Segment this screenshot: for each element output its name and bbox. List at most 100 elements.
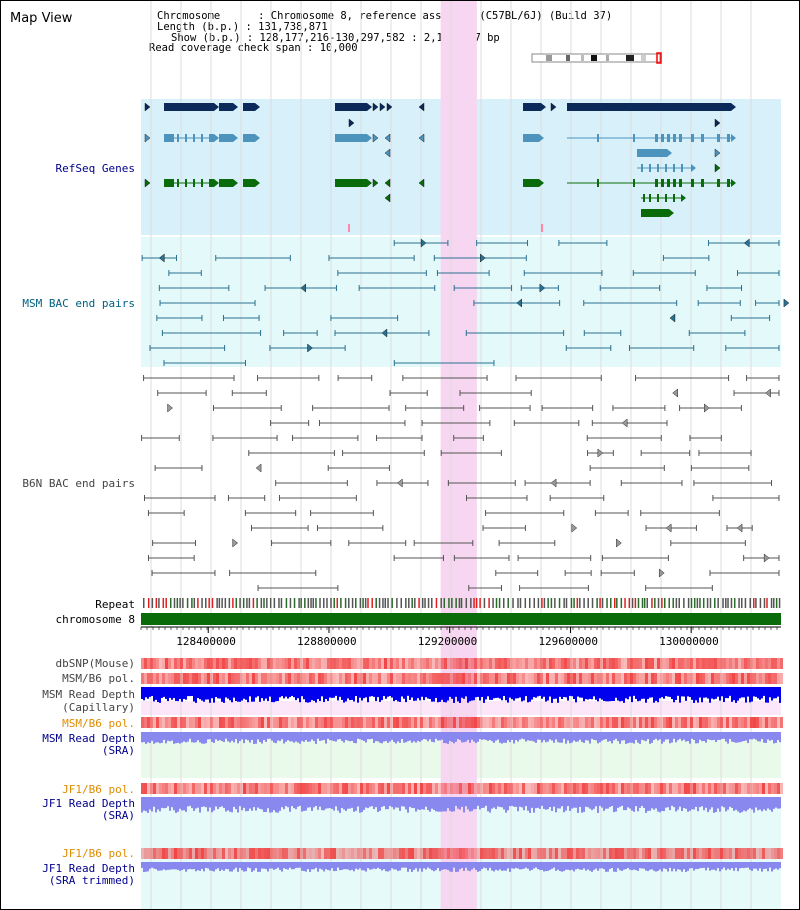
dbsnp-strip <box>477 658 480 669</box>
msm-b6-pol-strip-2 <box>387 717 390 728</box>
marker-b <box>541 224 543 232</box>
jf1-b6-pol-strip <box>336 783 339 794</box>
msm-depth-sra-bar <box>505 732 507 743</box>
jf1-b6-pol-strip <box>396 783 399 794</box>
msm-depth-capillary-bar <box>551 687 553 703</box>
msm-depth-capillary-bar <box>325 687 327 700</box>
jf1-b6-pol-strip <box>411 783 414 794</box>
gene-row1-c-exon <box>243 103 255 111</box>
msm-b6-pol-strip <box>705 673 708 684</box>
gene-marker <box>550 478 557 488</box>
jf1-depth-sra-bar <box>587 797 589 808</box>
msm-depth-sra-bar <box>729 732 731 739</box>
jf1-b6-pol-strip <box>690 783 693 794</box>
msm-b6-pol-strip-2 <box>234 717 237 728</box>
jf1-b6-pol-strip-2 <box>213 848 216 859</box>
msm-b6-pol-strip <box>768 673 771 684</box>
jf1-depth-trimmed-bar <box>463 862 465 871</box>
jf1-depth-sra-bar <box>731 797 733 808</box>
msm-b6-pol-strip <box>582 673 585 684</box>
repeat-element <box>537 598 540 608</box>
jf1-depth-sra-bar <box>329 797 331 809</box>
msm-depth-sra-bar <box>463 732 465 743</box>
msm-b6-pol-strip-2 <box>507 717 510 728</box>
msm-depth-capillary-bar <box>273 687 275 703</box>
msm-depth-sra-bar <box>341 732 343 741</box>
jf1-depth-sra-bar <box>715 797 717 812</box>
msm-b6-pol-strip <box>333 673 336 684</box>
jf1-depth-sra-bar <box>681 797 683 812</box>
msm-b6-pol-strip-2 <box>468 717 471 728</box>
msm-depth-capillary-bar <box>601 687 603 700</box>
msm-depth-capillary-bar <box>647 687 649 700</box>
dbsnp-strip <box>696 658 699 669</box>
jf1-b6-pol-strip <box>612 783 615 794</box>
msm-depth-capillary-bar <box>217 687 219 699</box>
msm-depth-capillary-bar <box>409 687 411 700</box>
repeat-element <box>702 598 705 608</box>
msm-depth-capillary-bar <box>595 687 597 700</box>
jf1-depth-trimmed-bar <box>277 862 279 868</box>
repeat-element <box>400 598 403 608</box>
dbsnp-strip <box>213 658 216 669</box>
msm-depth-capillary-bar <box>653 687 655 703</box>
msm-depth-sra-bar <box>273 732 275 743</box>
gene-row5-c-exon <box>243 179 255 187</box>
jf1-b6-pol-strip-2 <box>231 848 234 859</box>
msm-b6-pol-strip-2 <box>303 717 306 728</box>
repeat-element <box>359 598 362 608</box>
msm-depth-sra-bar <box>553 732 555 743</box>
dbsnp-strip <box>294 658 297 669</box>
jf1-depth-trimmed-bar <box>575 862 577 870</box>
jf1-depth-sra-bar <box>713 797 715 813</box>
repeat-element <box>408 598 410 608</box>
msm-depth-capillary-bar <box>259 687 261 702</box>
jf1-b6-pol-strip-2 <box>561 848 564 859</box>
msm-depth-sra-bar <box>533 732 535 742</box>
jf1-depth-sra-bar <box>561 797 563 807</box>
jf1-depth-sra-bar <box>597 797 599 813</box>
msm-depth-sra-bar <box>239 732 241 741</box>
jf1-b6-pol-strip <box>657 783 660 794</box>
repeat-element <box>599 598 601 608</box>
msm-b6-pol-strip-2 <box>648 717 651 728</box>
msm-depth-sra-bar <box>211 732 213 742</box>
jf1-depth-sra-bar <box>227 797 229 811</box>
dbsnp-strip <box>495 658 498 669</box>
jf1-depth-trimmed-bar <box>727 862 729 869</box>
msm-b6-pol-strip <box>369 673 372 684</box>
msm-depth-capillary-bar <box>493 687 495 699</box>
msm-b6-pol-strip <box>540 673 543 684</box>
jf1-depth-trimmed-bar <box>385 862 387 872</box>
msm-depth-capillary-bar <box>719 687 721 701</box>
jf1-b6-pol-strip-2 <box>537 848 540 859</box>
jf1-b6-pol-strip <box>156 783 159 794</box>
msm-depth-sra-bar <box>173 732 175 744</box>
msm-depth-capillary-bar <box>545 687 547 702</box>
jf1-depth-sra-bar <box>433 797 435 810</box>
jf1-depth-trimmed-bar <box>183 862 185 870</box>
msm-depth-sra-bar <box>433 732 435 743</box>
msm-depth-sra-bar <box>425 732 427 740</box>
gene-marker <box>621 418 628 428</box>
jf1-b6-pol-strip-2 <box>774 848 777 859</box>
repeat-element <box>664 598 666 608</box>
jf1-b6-pol-strip-2 <box>513 848 516 859</box>
jf1-b6-pol-strip-2 <box>624 848 627 859</box>
gene-row5-f-exon <box>661 179 664 187</box>
msm-depth-sra-bar <box>209 732 211 740</box>
dbsnp-strip <box>270 658 273 669</box>
msm-depth-capillary-bar <box>591 687 593 700</box>
jf1-depth-trimmed-bar <box>477 862 479 872</box>
jf1-depth-sra-bar <box>495 797 497 810</box>
msm-depth-sra-bar <box>709 732 711 740</box>
msm-b6-pol-strip-2 <box>738 717 741 728</box>
msm-b6-pol-strip <box>606 673 609 684</box>
dbsnp-strip <box>327 658 330 669</box>
dbsnp-strip <box>390 658 393 669</box>
jf1-depth-trimmed-bar <box>203 862 205 872</box>
gene-row5-e-arrow <box>539 179 544 187</box>
jf1-b6-pol-strip-2 <box>471 848 474 859</box>
msm-depth-capillary-bar <box>685 687 687 701</box>
